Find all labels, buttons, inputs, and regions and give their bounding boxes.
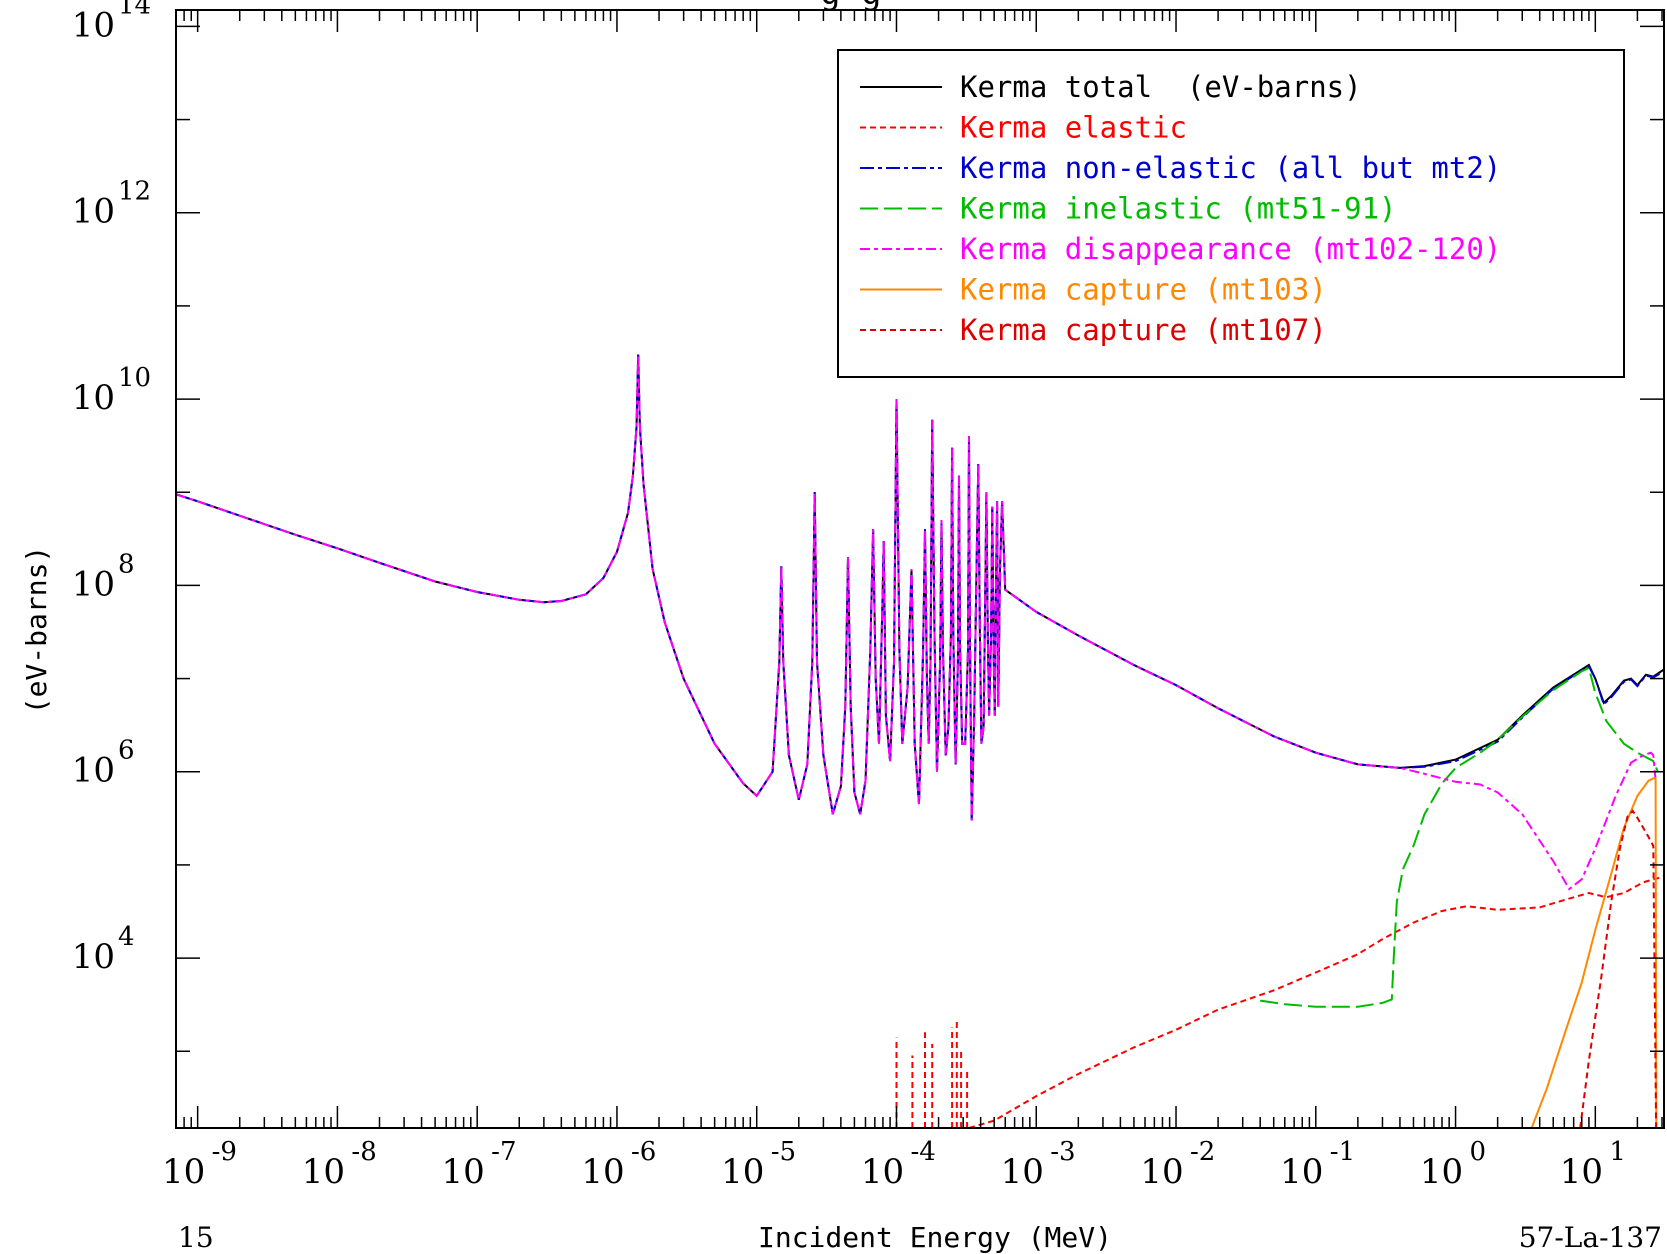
x-tick-label: 10 [1140, 1152, 1183, 1192]
legend-label: Kerma total (eV-barns) [960, 70, 1362, 104]
y-tick-label-exponent: 14 [118, 0, 151, 20]
legend-entry-2: Kerma elastic [860, 111, 1187, 145]
x-tick-label: 10 [442, 1152, 485, 1192]
series-line-1 [176, 354, 1664, 821]
x-axis-ticks [175, 10, 1663, 1128]
y-tick-label: 10 [72, 192, 115, 232]
x-axis-tick-labels: 10 -9 10 -8 10 -7 10 -6 10 -5 10 -4 10 -3 10 -2 10 -1 10 0 1… [162, 1137, 1626, 1192]
legend-label: Kerma capture (mt103) [960, 273, 1327, 307]
y-tick-label: 10 [72, 937, 115, 977]
x-tick-label-exponent: -9 [212, 1137, 237, 1167]
x-tick-label-exponent: -2 [1190, 1137, 1215, 1167]
x-tick-label: 10 [1420, 1152, 1463, 1192]
x-tick-label-exponent: -1 [1330, 1137, 1355, 1167]
series-5 [176, 354, 1657, 891]
series-line-5 [176, 354, 1657, 891]
series-1 [176, 354, 1664, 821]
series-7 [1579, 809, 1658, 1128]
y-tick-label-exponent: 6 [118, 736, 135, 766]
legend-label: Kerma inelastic (mt51-91) [960, 192, 1397, 226]
legend-box [837, 49, 1625, 378]
x-tick-label-exponent: 1 [1609, 1137, 1626, 1167]
y-axis-label: (eV-barns) [20, 546, 53, 715]
series-line-4 [1260, 666, 1659, 1008]
series-4 [1260, 666, 1659, 1008]
y-tick-label-exponent: 12 [118, 177, 151, 207]
y-tick-label-exponent: 8 [118, 549, 135, 579]
legend-label: Kerma elastic [960, 111, 1187, 145]
y-tick-label: 10 [72, 564, 115, 604]
legend-label: Kerma capture (mt107) [960, 313, 1327, 347]
footer-material: 57-La-137 [1519, 1221, 1662, 1254]
legend-entry-3: Kerma non-elastic (all but mt2) [860, 151, 1501, 185]
legend: Kerma total (eV-barns) Kerma elastic Kerma… [837, 49, 1625, 378]
series-6 [1530, 777, 1658, 1128]
legend-entry-5: Kerma disappearance (mt102-120) [860, 232, 1501, 266]
y-tick-label: 10 [72, 378, 115, 418]
x-tick-label-exponent: 0 [1470, 1137, 1487, 1167]
x-tick-label-exponent: -7 [491, 1137, 516, 1167]
x-tick-label-exponent: -4 [910, 1137, 935, 1167]
y-tick-label-exponent: 4 [118, 922, 135, 952]
x-tick-label: 10 [861, 1152, 904, 1192]
plot-frame [175, 9, 1665, 1129]
y-axis-ticks [176, 25, 1664, 1052]
x-tick-label-exponent: -5 [771, 1137, 796, 1167]
legend-entry-7: Kerma capture (mt107) [860, 313, 1327, 347]
series-curves [176, 354, 1664, 1128]
x-tick-label: 10 [1560, 1152, 1603, 1192]
x-tick-label: 10 [721, 1152, 764, 1192]
series-line-2 [968, 875, 1664, 1128]
x-tick-label-exponent: -6 [631, 1137, 656, 1167]
x-tick-label: 10 [1280, 1152, 1323, 1192]
series-line-6 [1530, 777, 1658, 1128]
x-axis-label: Incident Energy (MeV) [758, 1221, 1112, 1254]
chart-title-fragment: g g [820, 0, 881, 13]
y-tick-label: 10 [72, 751, 115, 791]
legend-label: Kerma disappearance (mt102-120) [960, 232, 1501, 266]
y-tick-label-exponent: 10 [118, 363, 151, 393]
y-tick-label: 10 [72, 5, 115, 45]
x-tick-label-exponent: -3 [1050, 1137, 1075, 1167]
x-tick-label: 10 [162, 1152, 205, 1192]
legend-label: Kerma non-elastic (all but mt2) [960, 151, 1501, 185]
legend-entry-1: Kerma total (eV-barns) [860, 70, 1362, 104]
series-line-7 [1579, 809, 1658, 1128]
x-tick-label: 10 [581, 1152, 624, 1192]
series-2 [895, 875, 1664, 1128]
x-tick-label-exponent: -8 [351, 1137, 376, 1167]
x-tick-label: 10 [1001, 1152, 1044, 1192]
x-tick-label: 10 [302, 1152, 345, 1192]
legend-entry-4: Kerma inelastic (mt51-91) [860, 192, 1397, 226]
footer-left-code: 15 [178, 1221, 214, 1254]
legend-entry-6: Kerma capture (mt103) [860, 273, 1327, 307]
